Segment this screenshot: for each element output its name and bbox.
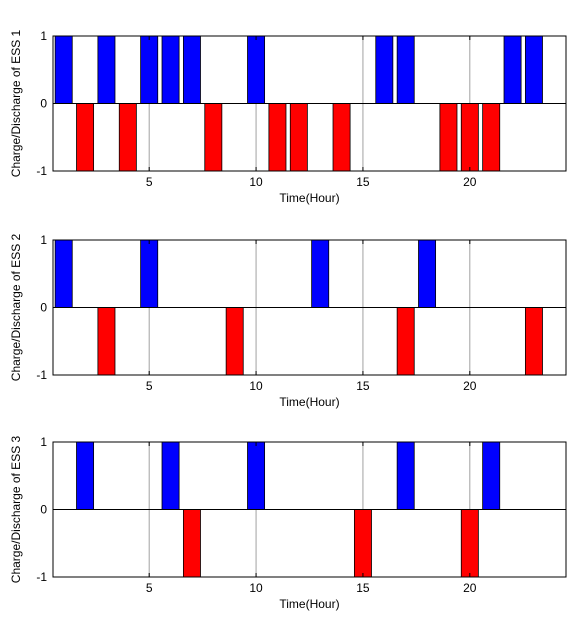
charge-bar bbox=[76, 441, 95, 510]
x-tick-label: 15 bbox=[356, 175, 370, 189]
x-tick-label: 20 bbox=[463, 581, 477, 595]
x-tick-label: 10 bbox=[249, 379, 263, 393]
x-tick-label: 10 bbox=[249, 175, 263, 189]
charge-bar bbox=[503, 35, 522, 104]
y-tick-label: 1 bbox=[40, 29, 47, 43]
y-axis-label: Charge/Discharge of ESS 2 bbox=[9, 233, 23, 381]
chart-panel-3: 5 10 15 20 -1 0 1 Time(Hour) Charge/Discharge of… bbox=[9, 435, 567, 611]
charge-bar bbox=[54, 35, 73, 104]
x-tick-label: 15 bbox=[356, 581, 370, 595]
charge-bar bbox=[247, 35, 266, 104]
charge-bar bbox=[311, 239, 330, 308]
discharge-bar bbox=[182, 509, 201, 578]
x-axis-label: Time(Hour) bbox=[279, 597, 339, 611]
y-tick-label: 0 bbox=[40, 97, 47, 111]
y-tick-label: 1 bbox=[40, 233, 47, 247]
x-tick-label: 15 bbox=[356, 379, 370, 393]
charge-bar bbox=[375, 35, 394, 104]
discharge-bar bbox=[439, 103, 458, 172]
discharge-bar bbox=[268, 103, 287, 172]
charge-bar bbox=[54, 239, 73, 308]
charge-bar bbox=[97, 35, 116, 104]
y-tick-label: 0 bbox=[40, 301, 47, 315]
charge-bar bbox=[396, 35, 415, 104]
chart-panel-1: 5 10 15 20 -1 0 1 Time(Hour) Charge/Discharge of… bbox=[9, 29, 567, 205]
x-tick-label: 10 bbox=[249, 581, 263, 595]
charge-bar bbox=[161, 35, 180, 104]
x-axis-label: Time(Hour) bbox=[279, 395, 339, 409]
y-tick-label: 1 bbox=[40, 435, 47, 449]
discharge-bar bbox=[76, 103, 95, 172]
discharge-bar bbox=[460, 509, 479, 578]
charge-bar bbox=[182, 35, 201, 104]
discharge-bar bbox=[204, 103, 223, 172]
x-tick-label: 5 bbox=[146, 175, 153, 189]
x-tick-label: 20 bbox=[463, 379, 477, 393]
discharge-bar bbox=[332, 103, 351, 172]
chart-panel-2: 5 10 15 20 -1 0 1 Time(Hour) Charge/Discharge of… bbox=[9, 233, 567, 409]
charge-bar bbox=[140, 239, 159, 308]
charge-bar bbox=[482, 441, 501, 510]
charge-bar bbox=[396, 441, 415, 510]
x-tick-label: 5 bbox=[146, 581, 153, 595]
y-axis-label: Charge/Discharge of ESS 1 bbox=[9, 29, 23, 177]
discharge-bar bbox=[289, 103, 308, 172]
discharge-bar bbox=[524, 307, 543, 376]
discharge-bar bbox=[353, 509, 372, 578]
x-tick-label: 5 bbox=[146, 379, 153, 393]
discharge-bar bbox=[460, 103, 479, 172]
y-axis-label: Charge/Discharge of ESS 3 bbox=[9, 435, 23, 583]
discharge-bar bbox=[225, 307, 244, 376]
charge-bar bbox=[140, 35, 159, 104]
charge-bar bbox=[524, 35, 543, 104]
y-tick-label: -1 bbox=[36, 368, 47, 382]
x-tick-label: 20 bbox=[463, 175, 477, 189]
discharge-bar bbox=[118, 103, 137, 172]
y-tick-label: -1 bbox=[36, 164, 47, 178]
y-tick-label: 0 bbox=[40, 503, 47, 517]
charge-bar bbox=[418, 239, 437, 308]
x-axis-label: Time(Hour) bbox=[279, 191, 339, 205]
y-tick-label: -1 bbox=[36, 570, 47, 584]
charge-bar bbox=[161, 441, 180, 510]
discharge-bar bbox=[97, 307, 116, 376]
discharge-bar bbox=[396, 307, 415, 376]
charge-bar bbox=[247, 441, 266, 510]
discharge-bar bbox=[482, 103, 501, 172]
